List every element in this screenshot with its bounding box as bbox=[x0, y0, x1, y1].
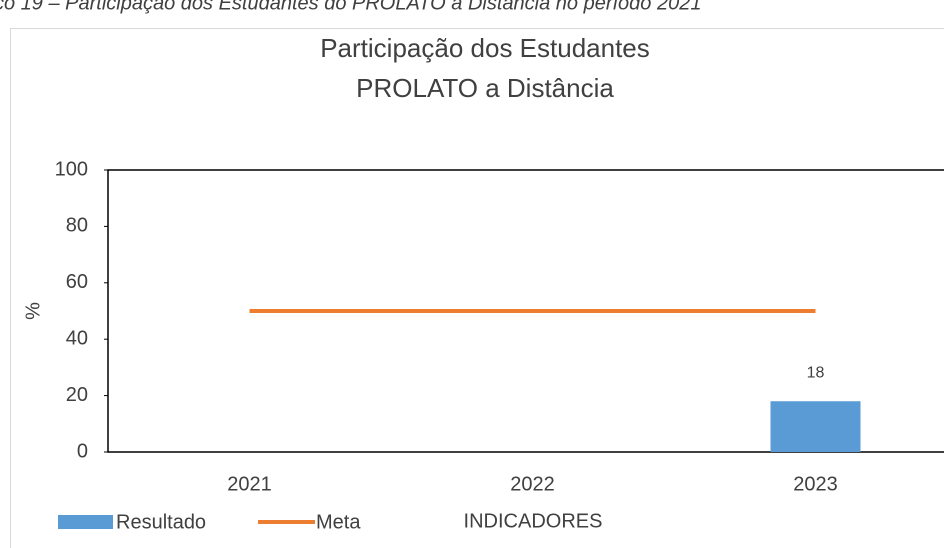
y-tick-label: 80 bbox=[66, 215, 88, 237]
x-tick-label: 2023 bbox=[793, 473, 838, 495]
chart-frame bbox=[10, 28, 944, 548]
legend-swatch bbox=[58, 515, 113, 529]
bar bbox=[770, 401, 861, 452]
plot-area bbox=[107, 169, 944, 453]
chart-title: PROLATO a Distância bbox=[356, 73, 614, 103]
caption: co 19 – Participação dos Estudantes do P… bbox=[0, 0, 701, 14]
y-axis-label: % bbox=[22, 302, 44, 320]
y-tick-label: 100 bbox=[55, 158, 88, 180]
x-tick-label: 2022 bbox=[510, 473, 555, 495]
chart-title: Participação dos Estudantes bbox=[320, 33, 650, 63]
x-axis-label: INDICADORES bbox=[464, 510, 603, 532]
data-label: 18 bbox=[807, 364, 825, 381]
x-tick-label: 2021 bbox=[227, 473, 272, 495]
legend-label: Resultado bbox=[116, 511, 206, 533]
y-tick-label: 0 bbox=[77, 440, 88, 462]
y-tick-label: 40 bbox=[66, 327, 88, 349]
legend-label: Meta bbox=[316, 511, 361, 533]
y-tick-label: 60 bbox=[66, 271, 88, 293]
y-tick-label: 20 bbox=[66, 384, 88, 406]
